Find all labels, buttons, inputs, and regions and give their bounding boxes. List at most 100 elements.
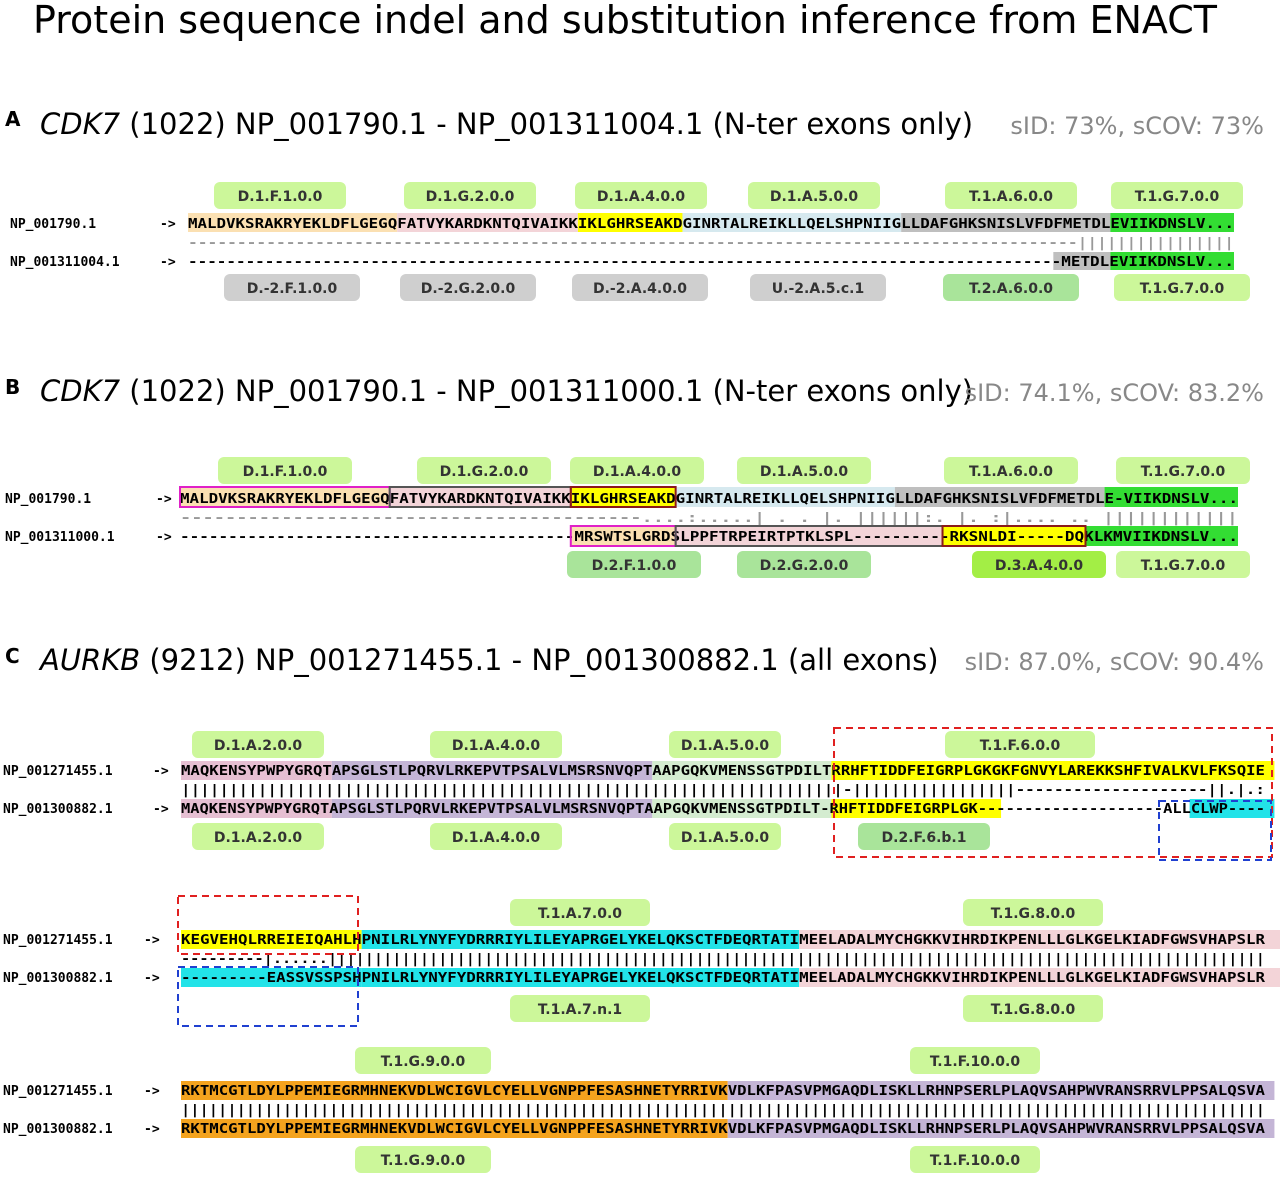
panel-a-seq1-bg-segment-5 — [1110, 213, 1234, 232]
panel-b-tag-bot-1 — [737, 551, 871, 578]
panel-a-tag-bot-1 — [400, 274, 536, 301]
panel-c-row-2-match: ||||||||||||||||||||||||||||||||||||||||… — [181, 1103, 1265, 1118]
panel-c-info: (9212) NP_001271455.1 - NP_001300882.1 (… — [140, 643, 938, 677]
panel-b-exon-boxes — [179, 486, 1087, 547]
panel-b-seq1-bg-segment-4 — [894, 487, 1105, 507]
panel-a-seq1-bg-segment-0 — [188, 213, 398, 232]
panel-b-tag-bot-3 — [1116, 551, 1250, 578]
panel-a-alignment: NP_001790.1 -> NP_001311004.1 -> MALDVKSRAKR… — [10, 213, 1234, 270]
panel-c-row-0-seq1-bg-segment-3 — [831, 761, 1275, 780]
panel-c-row-2-name1: NP_001271455.1 — [3, 1084, 113, 1099]
panel-c-set-0-tag-top-1 — [430, 731, 562, 758]
panel-c-set-0-tag-top-0-label: D.1.A.2.0.0 — [214, 738, 303, 754]
panel-c-tags: D.1.A.2.0.0 D.1.A.4.0.0 D.1.A.5.0.0 T.1.F.6… — [192, 731, 1103, 1173]
panel-a-tag-top-1-label: D.1.G.2.0.0 — [426, 189, 515, 205]
panel-b-tag-bot-3-label: T.1.G.7.0.0 — [1141, 558, 1226, 574]
panel-c-set-0-tag-bot-2 — [669, 823, 781, 850]
panel-a-tag-top-5 — [1111, 182, 1243, 209]
panel-b-seq2-bg-segment-2 — [942, 526, 1086, 546]
panel-b-tag-top-1-label: D.1.G.2.0.0 — [440, 464, 529, 480]
panel-b-name2: NP_001311000.1 — [5, 530, 115, 545]
panel-a-info: (1022) NP_001790.1 - NP_001311004.1 (N-t… — [120, 107, 973, 141]
panel-c-row-2-seq1-bg-segment-0 — [181, 1081, 728, 1100]
panel-c-gene: AURKB — [38, 643, 140, 677]
panel-b-tag-top-5-label: T.1.G.7.0.0 — [1141, 464, 1226, 480]
panel-c-row-2-seq2-bg-segment-0 — [181, 1119, 728, 1138]
panel-c-header: AURKB (9212) NP_001271455.1 - NP_0013008… — [38, 643, 939, 677]
panel-b-tag-bot-1-label: D.2.G.2.0.0 — [760, 558, 849, 574]
panel-c-row-1: NP_001271455.1 -> NP_001300882.1 -> KEGVEHQL… — [3, 930, 1280, 987]
panel-a-tag-bot-1-label: D.-2.G.2.0.0 — [421, 281, 516, 297]
panel-c-row-0-seq1-bg-segment-0 — [181, 761, 332, 780]
panel-c-set-0-tag-bot-1-label: D.1.A.4.0.0 — [452, 830, 541, 846]
panel-c-row-0-seq2-bg-segment-1 — [331, 799, 653, 818]
panel-c-set-0-tag-bot-3 — [858, 823, 990, 850]
panel-c-letter: C — [5, 644, 20, 668]
panel-c-set-1-tag-top-1 — [963, 899, 1103, 926]
panel-a-tag-top-2 — [575, 182, 707, 209]
panel-a-arrow2: -> — [160, 255, 176, 270]
panel-a-seq1-bg-segment-1 — [397, 213, 578, 232]
panel-a-tag-top-1 — [404, 182, 536, 209]
panel-c-row-1-seq2-bg-segment-1 — [361, 968, 800, 987]
panel-c-row-2-seq2: RKTMCGTLDYLPPEMIEGRMHNEKVDLWCIGVLCYELLVG… — [181, 1122, 1265, 1137]
panel-c-set-0-tag-bot-1 — [430, 823, 562, 850]
panel-a-tag-bot-5 — [1114, 274, 1250, 301]
panel-a-seq1-bg-segment-3 — [682, 213, 902, 232]
panel-b-seq1-bg-segment-2 — [570, 487, 676, 507]
panel-c-row-1-seq2-bg-segment-2 — [799, 968, 1280, 987]
panel-b-tag-top-0-label: D.1.F.1.0.0 — [243, 464, 328, 480]
panel-b-seq1-bg-segment-1 — [389, 487, 571, 507]
panel-c-row-0-seq2-bg-segment-2 — [652, 799, 832, 818]
panel-a-seq2: ----------------------------------------… — [188, 255, 1234, 270]
panel-b-stats: sID: 74.1%, sCOV: 83.2% — [965, 379, 1264, 407]
panel-b-box-a4 — [569, 486, 677, 508]
panel-a-tag-top-3 — [748, 182, 880, 209]
panel-b-arrow2: -> — [156, 530, 172, 545]
panel-c-row-1-seq1: KEGVEHQLRREIEIQAHLHPNILRLYNYFYDRRRIYLILE… — [181, 933, 1265, 948]
panel-a-match: ----------------------------------------… — [188, 236, 1234, 251]
panel-c-row-1-seq1-bg-segment-2 — [799, 930, 1280, 949]
panel-c-row-2-seq2-bg-segment-1 — [727, 1119, 1275, 1138]
panel-c-row-0-arrow2: -> — [153, 802, 169, 817]
panel-c-row-0-name2: NP_001300882.1 — [3, 802, 113, 817]
panel-c-set-2-tag-top-1 — [910, 1047, 1040, 1074]
panel-c-dashed-boxes — [177, 727, 1273, 1027]
panel-c-blue-box-1 — [1158, 800, 1272, 861]
panel-a-tag-top-5-label: T.1.G.7.0.0 — [1135, 189, 1220, 205]
panel-c-row-0-name1: NP_001271455.1 — [3, 764, 113, 779]
panel-c-set-0-tag-bot-2-label: D.1.A.5.0.0 — [681, 830, 770, 846]
panel-c-set-0-tag-top-3-label: T.1.F.6.0.0 — [980, 738, 1061, 754]
panel-c-row-2-arrow2: -> — [144, 1122, 160, 1137]
panel-b-name1: NP_001790.1 — [5, 492, 91, 507]
panel-a-tag-bot-5-label: T.1.G.7.0.0 — [1140, 281, 1225, 297]
panel-c-row-1-arrow1: -> — [144, 933, 160, 948]
panel-c-row-1-seq1-bg-segment-1 — [361, 930, 800, 949]
panel-a-seq1-bg-segment-2 — [577, 213, 683, 232]
panel-b-seq2-bg-segment-0 — [570, 526, 676, 546]
panel-c-row-2: NP_001271455.1 -> NP_001300882.1 -> RKTMCGTL… — [3, 1081, 1275, 1138]
panel-c-set-2-tag-bot-0 — [355, 1146, 491, 1173]
panel-a-tag-top-2-label: D.1.A.4.0.0 — [597, 189, 686, 205]
panel-b-info: (1022) NP_001790.1 - NP_001311000.1 (N-t… — [120, 374, 973, 408]
panel-b-seq1: MALDVKSRAKRYEKLDFLGEGQFATVYKARDKNTQIVAIK… — [180, 492, 1238, 507]
panel-c-row-0-seq1-bg-segment-1 — [331, 761, 653, 780]
panel-b-arrow1: -> — [156, 492, 172, 507]
panel-c-row-2-seq1-bg-segment-1 — [727, 1081, 1275, 1100]
panel-a-tag-top-3-label: D.1.A.5.0.0 — [770, 189, 859, 205]
panel-c-set-0-tag-bot-0 — [192, 823, 324, 850]
exon-tags: D.1.F.1.0.0 D.1.G.2.0.0 D.1.A.4.0.0 D.1.A.5… — [192, 182, 1250, 1173]
panel-c-set-0-tag-top-2 — [669, 731, 781, 758]
panel-a-letter: A — [5, 107, 21, 131]
panel-c-row-2-arrow1: -> — [144, 1084, 160, 1099]
panel-b-tag-top-1 — [417, 457, 551, 484]
panel-c-set-1-tag-top-1-label: T.1.G.8.0.0 — [991, 906, 1076, 922]
panel-b-tag-top-3-label: D.1.A.5.0.0 — [760, 464, 849, 480]
panel-c-row-0-arrow1: -> — [153, 764, 169, 779]
panel-a-tag-bot-4-label: T.2.A.6.0.0 — [969, 281, 1053, 297]
panel-b-seq2: ----------------------------------------… — [180, 530, 1238, 545]
panel-c-red-box-2 — [177, 895, 359, 955]
panel-c-row-1-name1: NP_001271455.1 — [3, 933, 113, 948]
figure-title: Protein sequence indel and substitution … — [33, 0, 1218, 42]
panel-a-tag-top-0-label: D.1.F.1.0.0 — [238, 189, 323, 205]
